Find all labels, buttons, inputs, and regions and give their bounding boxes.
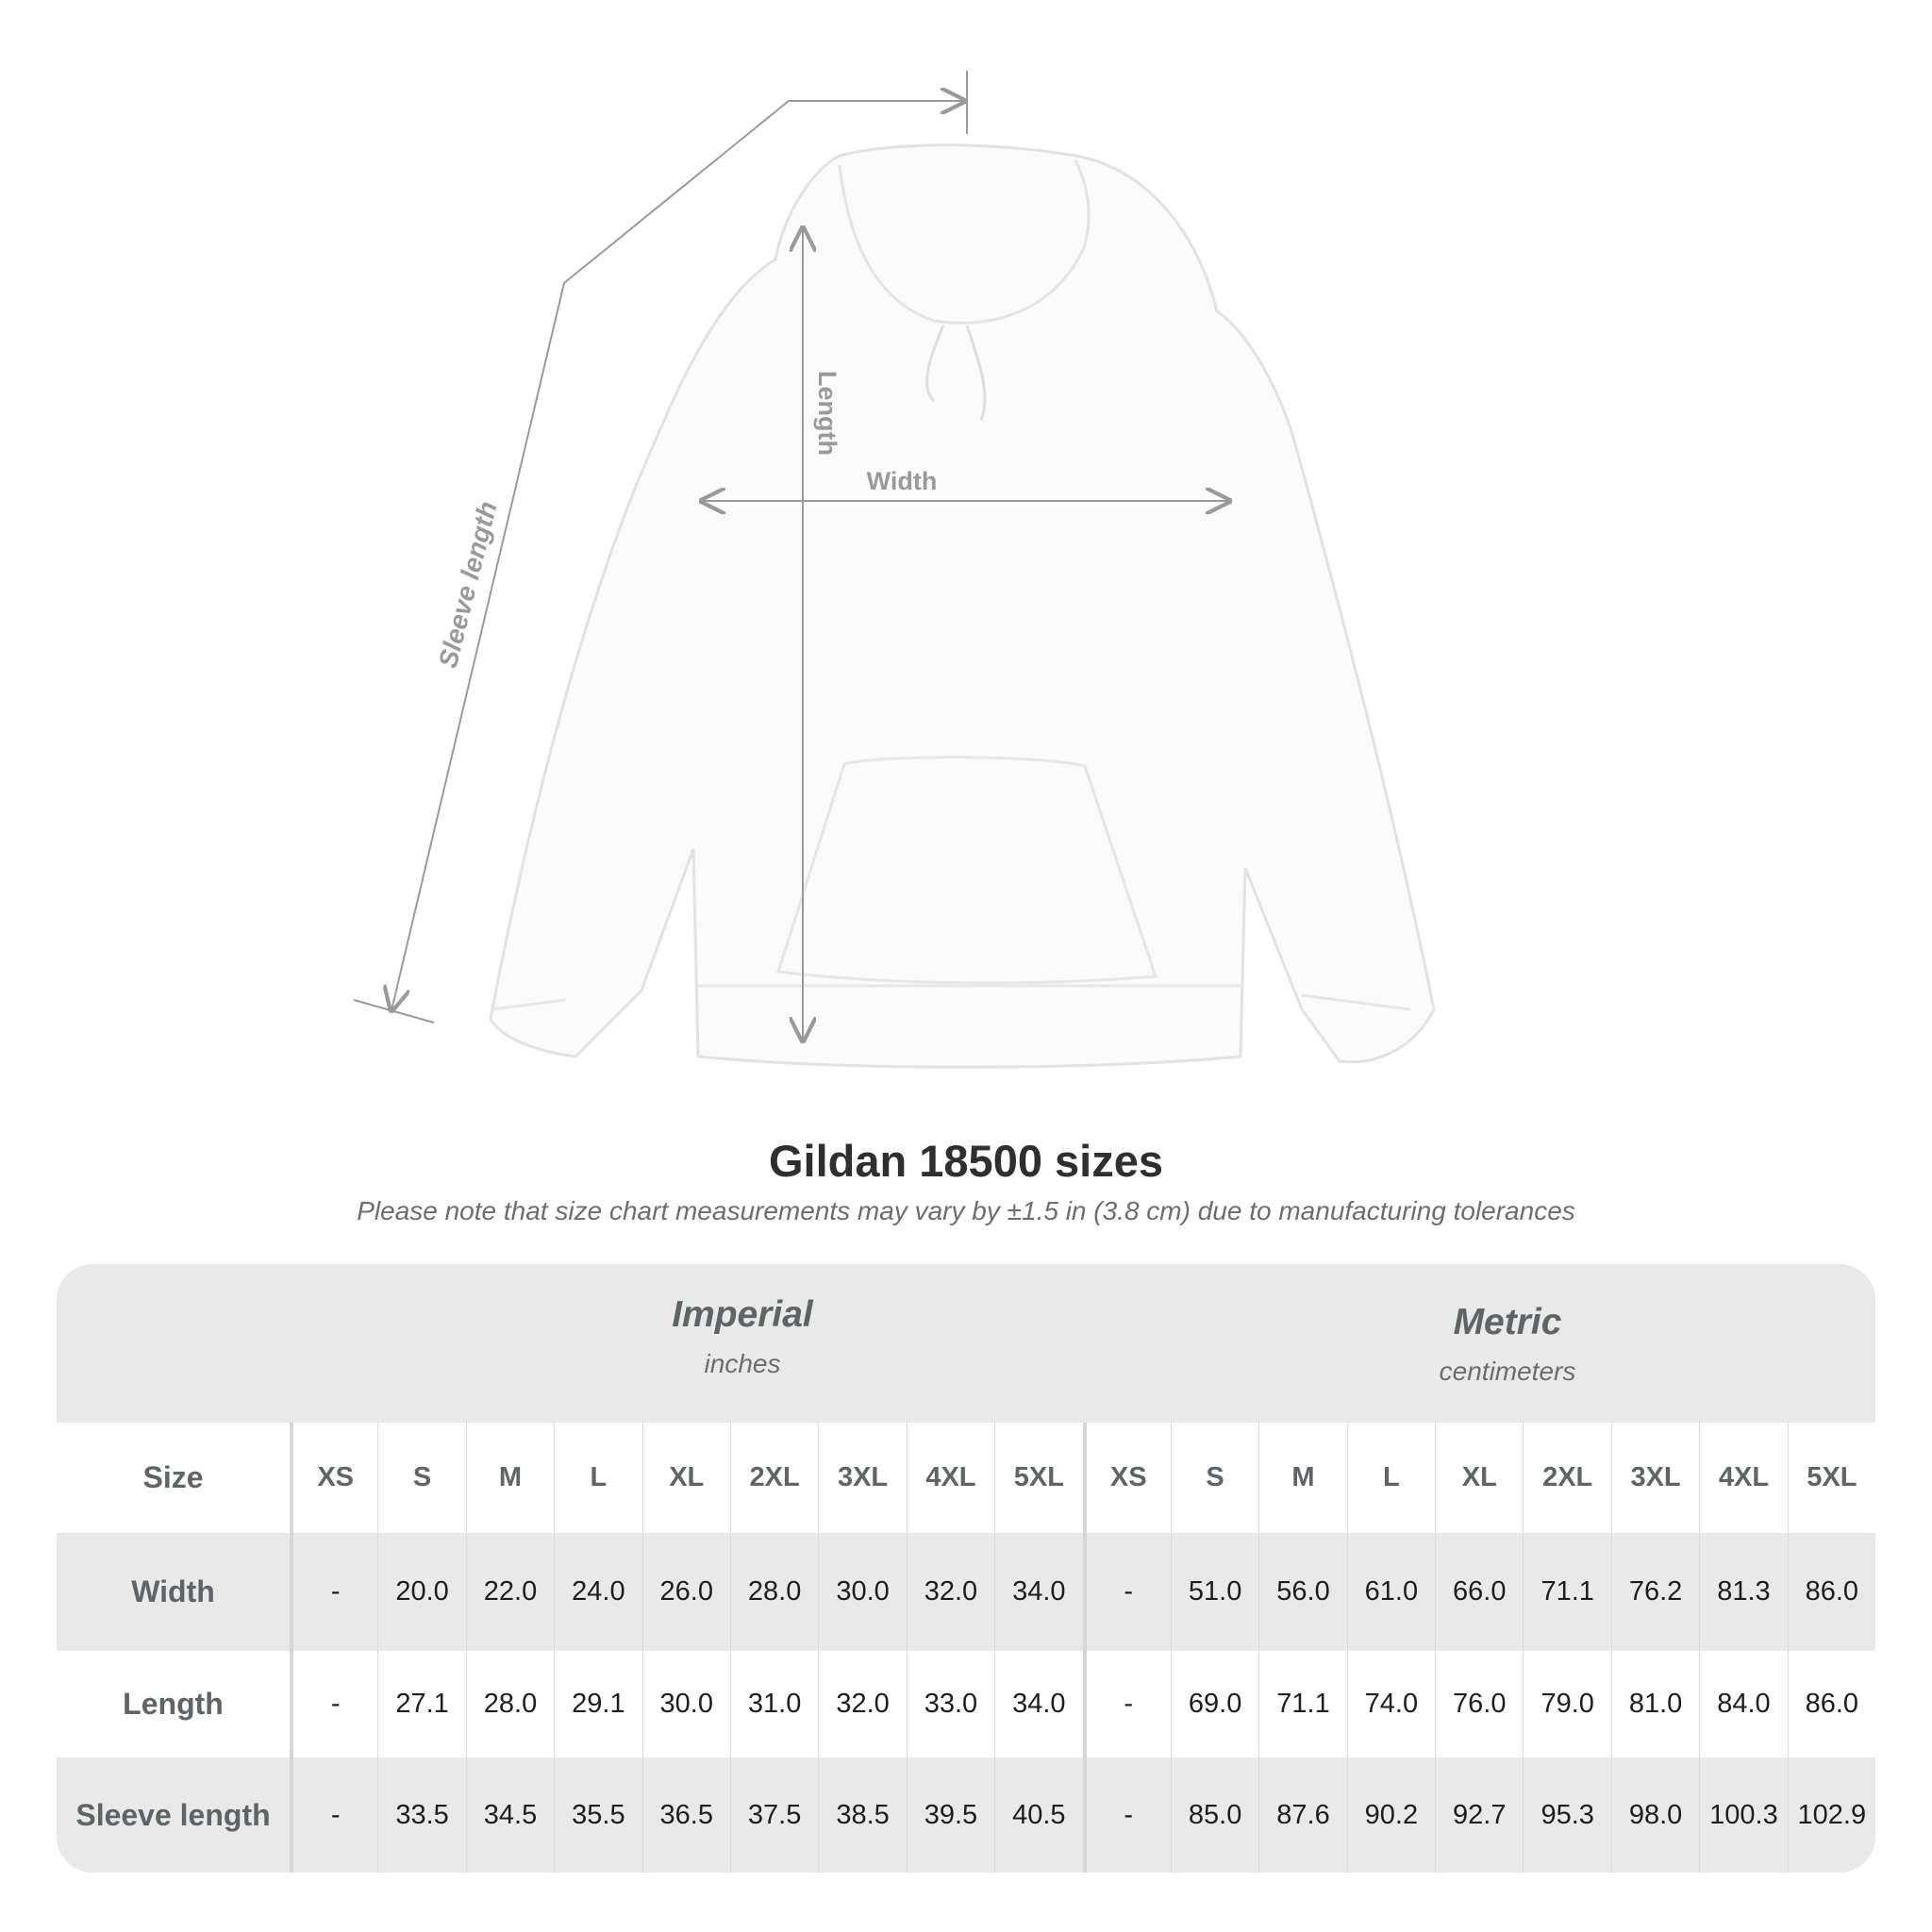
imperial-size-header: 4XL <box>906 1423 994 1533</box>
table-row: Width -20.0 22.0 24.0 26.0 28.0 30.0 32.0 34.0-5… <box>57 1533 1875 1651</box>
metric-value-cell: 61.0 <box>1346 1533 1435 1651</box>
metric-value-cell: 86.0 <box>1787 1533 1875 1651</box>
imperial-value-cell: 28.0 <box>465 1651 554 1757</box>
imperial-size-header: M <box>465 1423 554 1533</box>
metric-value-cell: 85.0 <box>1170 1757 1258 1873</box>
imperial-value-cell: 24.0 <box>554 1533 641 1651</box>
metric-value-cell: - <box>1082 1757 1171 1873</box>
metric-value-cell: 71.1 <box>1258 1651 1346 1757</box>
metric-value-cell: 66.0 <box>1435 1533 1523 1651</box>
metric-value-cell: - <box>1082 1651 1171 1757</box>
metric-value-cell: 92.7 <box>1435 1757 1523 1873</box>
row-label: Size <box>142 1460 204 1494</box>
metric-size-header: 2XL <box>1523 1423 1610 1533</box>
metric-value-cell: 86.0 <box>1787 1651 1875 1757</box>
hoodie-image <box>489 143 1436 1069</box>
imperial-size-header: S <box>377 1423 465 1533</box>
length-label: Length <box>813 371 841 456</box>
metric-value-cell: 102.9 <box>1787 1757 1875 1873</box>
metric-value-cell: 56.0 <box>1258 1533 1346 1651</box>
metric-size-header: XS <box>1082 1423 1171 1533</box>
metric-size-header: 5XL <box>1787 1423 1875 1533</box>
hoodie-diagram: Sleeve length Length Width <box>353 71 1436 1069</box>
imperial-value-cell: 22.0 <box>465 1533 554 1651</box>
metric-value-cell: - <box>1082 1533 1171 1651</box>
metric-value-cell: 100.3 <box>1699 1757 1787 1873</box>
imperial-value-cell: 33.5 <box>377 1757 465 1873</box>
imperial-title: Imperial <box>672 1294 813 1335</box>
metric-size-header: XL <box>1435 1423 1523 1533</box>
imperial-value-cell: 30.0 <box>818 1533 906 1651</box>
metric-value-cell: 98.0 <box>1610 1757 1699 1873</box>
imperial-value-cell: 39.5 <box>906 1757 994 1873</box>
row-label: Length <box>123 1687 224 1721</box>
metric-header: Metric centimeters <box>1140 1302 1875 1387</box>
imperial-value-cell: 34.0 <box>994 1533 1082 1651</box>
metric-value-cell: 81.0 <box>1610 1651 1699 1757</box>
imperial-value-cell: 32.0 <box>906 1533 994 1651</box>
metric-unit: centimeters <box>1439 1357 1576 1386</box>
metric-value-cell: 79.0 <box>1523 1651 1610 1757</box>
metric-size-header: L <box>1346 1423 1435 1533</box>
imperial-value-cell: 29.1 <box>554 1651 641 1757</box>
metric-title: Metric <box>1453 1302 1562 1342</box>
imperial-value-cell: 38.5 <box>818 1757 906 1873</box>
metric-value-cell: 84.0 <box>1699 1651 1787 1757</box>
metric-value-cell: 95.3 <box>1523 1757 1610 1873</box>
metric-size-header: 4XL <box>1699 1423 1787 1533</box>
metric-value-cell: 51.0 <box>1170 1533 1258 1651</box>
unit-header-band: Imperial inches Metric centimeters <box>57 1264 1875 1423</box>
imperial-value-cell: 35.5 <box>554 1757 641 1873</box>
imperial-value-cell: 27.1 <box>377 1651 465 1757</box>
metric-value-cell: 71.1 <box>1523 1533 1610 1651</box>
tolerance-note: Please note that size chart measurements… <box>357 1196 1575 1225</box>
imperial-value-cell: 32.0 <box>818 1651 906 1757</box>
imperial-size-header: XL <box>641 1423 730 1533</box>
imperial-unit: inches <box>704 1349 781 1378</box>
row-label: Width <box>131 1574 215 1608</box>
width-label: Width <box>867 467 938 495</box>
size-chart-table: Imperial inches Metric centimeters Size X… <box>57 1264 1875 1873</box>
imperial-header: Imperial inches <box>346 1294 1139 1379</box>
imperial-value-cell: 40.5 <box>994 1757 1082 1873</box>
row-label: Sleeve length <box>75 1797 271 1832</box>
imperial-value-cell: 37.5 <box>729 1757 818 1873</box>
measurement-lines <box>353 71 1229 1041</box>
metric-value-cell: 76.0 <box>1435 1651 1523 1757</box>
imperial-size-header: XS <box>290 1423 377 1533</box>
imperial-size-header: 2XL <box>729 1423 818 1533</box>
page-title: Gildan 18500 sizes <box>768 1136 1164 1186</box>
size-header-row: Size XS S M L XL 2XL 3XL 4XL 5XL XS S M L XL 2XL 3XL 4XL 5… <box>57 1423 1875 1533</box>
imperial-value-cell: 28.0 <box>729 1533 818 1651</box>
metric-value-cell: 69.0 <box>1170 1651 1258 1757</box>
imperial-value-cell: 34.0 <box>994 1651 1082 1757</box>
imperial-value-cell: 30.0 <box>641 1651 730 1757</box>
imperial-value-cell: - <box>290 1651 377 1757</box>
imperial-value-cell: 20.0 <box>377 1533 465 1651</box>
imperial-size-header: 5XL <box>994 1423 1082 1533</box>
metric-value-cell: 81.3 <box>1699 1533 1787 1651</box>
metric-size-header: M <box>1258 1423 1346 1533</box>
imperial-size-header: 3XL <box>818 1423 906 1533</box>
metric-size-header: 3XL <box>1610 1423 1699 1533</box>
metric-size-header: S <box>1170 1423 1258 1533</box>
table-row: Sleeve length -33.5 34.5 35.5 36.5 37.5 38.5 39… <box>57 1757 1875 1873</box>
metric-value-cell: 87.6 <box>1258 1757 1346 1873</box>
imperial-size-header: L <box>554 1423 641 1533</box>
imperial-value-cell: - <box>290 1757 377 1873</box>
imperial-value-cell: 31.0 <box>729 1651 818 1757</box>
metric-value-cell: 74.0 <box>1346 1651 1435 1757</box>
imperial-value-cell: 34.5 <box>465 1757 554 1873</box>
table-row: Length -27.1 28.0 29.1 30.0 31.0 32.0 33.0 34.0-… <box>57 1651 1875 1757</box>
imperial-value-cell: - <box>290 1533 377 1651</box>
imperial-value-cell: 26.0 <box>641 1533 730 1651</box>
metric-value-cell: 90.2 <box>1346 1757 1435 1873</box>
imperial-value-cell: 33.0 <box>906 1651 994 1757</box>
metric-value-cell: 76.2 <box>1610 1533 1699 1651</box>
imperial-value-cell: 36.5 <box>641 1757 730 1873</box>
